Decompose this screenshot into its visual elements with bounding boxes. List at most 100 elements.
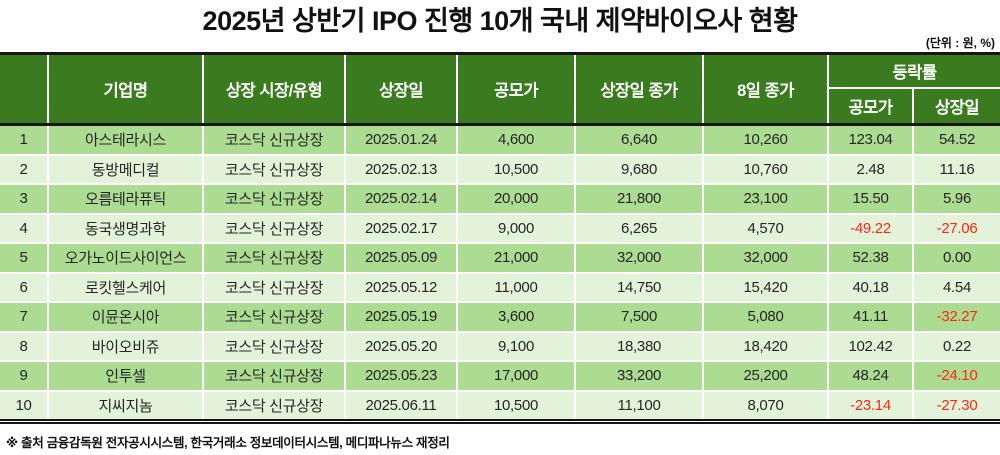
table-row: 4 동국생명과학 코스닥 신규상장 2025.02.17 9,000 6,265… xyxy=(0,212,1000,244)
table-row: 8 바이오비쥬 코스닥 신규상장 2025.05.20 9,100 18,380… xyxy=(0,330,1000,362)
cell-change-vs-listing: -27.06 xyxy=(911,212,1000,244)
col-header-day8-close: 8일 종가 xyxy=(702,52,829,126)
cell-offer-price: 4,600 xyxy=(456,123,576,156)
cell-day8-close: 4,570 xyxy=(702,212,829,244)
cell-market-type: 코스닥 신규상장 xyxy=(202,301,346,333)
cell-listing-date: 2025.02.14 xyxy=(344,183,458,215)
cell-change-vs-offer: 2.48 xyxy=(827,153,914,185)
cell-market-type: 코스닥 신규상장 xyxy=(202,153,346,185)
cell-market-type: 코스닥 신규상장 xyxy=(202,389,346,424)
cell-change-vs-listing: -27.30 xyxy=(911,389,1000,424)
cell-listing-day-close: 33,200 xyxy=(574,360,704,392)
cell-company-name: 오름테라퓨틱 xyxy=(47,183,204,215)
cell-company-name: 이뮨온시아 xyxy=(47,301,204,333)
cell-row-number: 1 xyxy=(0,123,49,156)
cell-change-vs-offer: 40.18 xyxy=(827,271,914,303)
cell-row-number: 9 xyxy=(0,360,49,392)
cell-offer-price: 9,100 xyxy=(456,330,576,362)
cell-change-vs-offer: -49.22 xyxy=(827,212,914,244)
table-row: 2 동방메디컬 코스닥 신규상장 2025.02.13 10,500 9,680… xyxy=(0,153,1000,185)
cell-company-name: 아스테라시스 xyxy=(47,123,204,156)
cell-row-number: 6 xyxy=(0,271,49,303)
cell-day8-close: 8,070 xyxy=(702,389,829,424)
table-row: 6 로킷헬스케어 코스닥 신규상장 2025.05.12 11,000 14,7… xyxy=(0,271,1000,303)
cell-day8-close: 23,100 xyxy=(702,183,829,215)
cell-listing-date: 2025.02.13 xyxy=(344,153,458,185)
cell-offer-price: 9,000 xyxy=(456,212,576,244)
ipo-table: 기업명 상장 시장/유형 상장일 공모가 상장일 종가 8일 종가 등락률 공모… xyxy=(0,52,1000,424)
cell-listing-day-close: 9,680 xyxy=(574,153,704,185)
col-header-offer-price: 공모가 xyxy=(456,52,576,126)
cell-listing-day-close: 18,380 xyxy=(574,330,704,362)
cell-change-vs-offer: 41.11 xyxy=(827,301,914,333)
source-note: ※ 출처 금융감독원 전자공시시스템, 한국거래소 정보데이터시스템, 메디파나… xyxy=(6,436,450,450)
cell-listing-day-close: 32,000 xyxy=(574,242,704,274)
cell-day8-close: 10,760 xyxy=(702,153,829,185)
cell-market-type: 코스닥 신규상장 xyxy=(202,330,346,362)
cell-change-vs-offer: -23.14 xyxy=(827,389,914,424)
cell-change-vs-listing: 54.52 xyxy=(911,123,1000,156)
cell-listing-date: 2025.05.12 xyxy=(344,271,458,303)
cell-company-name: 지씨지놈 xyxy=(47,389,204,424)
cell-company-name: 오가노이드사이언스 xyxy=(47,242,204,274)
cell-listing-day-close: 7,500 xyxy=(574,301,704,333)
title-bar: 2025년 상반기 IPO 진행 10개 국내 제약바이오사 현황 (단위 : … xyxy=(0,0,1000,52)
cell-offer-price: 20,000 xyxy=(456,183,576,215)
cell-listing-day-close: 14,750 xyxy=(574,271,704,303)
cell-change-vs-listing: 0.22 xyxy=(911,330,1000,362)
cell-offer-price: 17,000 xyxy=(456,360,576,392)
cell-listing-day-close: 6,640 xyxy=(574,123,704,156)
cell-change-vs-listing: 0.00 xyxy=(911,242,1000,274)
cell-listing-date: 2025.05.09 xyxy=(344,242,458,274)
cell-row-number: 8 xyxy=(0,330,49,362)
cell-change-vs-listing: 5.96 xyxy=(911,183,1000,215)
table-row: 3 오름테라퓨틱 코스닥 신규상장 2025.02.14 20,000 21,8… xyxy=(0,183,1000,215)
cell-change-vs-listing: 11.16 xyxy=(911,153,1000,185)
cell-day8-close: 18,420 xyxy=(702,330,829,362)
cell-row-number: 10 xyxy=(0,389,49,424)
cell-day8-close: 10,260 xyxy=(702,123,829,156)
cell-offer-price: 3,600 xyxy=(456,301,576,333)
cell-change-vs-listing: -32.27 xyxy=(911,301,1000,333)
cell-market-type: 코스닥 신규상장 xyxy=(202,123,346,156)
cell-listing-date: 2025.05.23 xyxy=(344,360,458,392)
cell-change-vs-listing: -24.10 xyxy=(911,360,1000,392)
cell-listing-day-close: 6,265 xyxy=(574,212,704,244)
cell-market-type: 코스닥 신규상장 xyxy=(202,242,346,274)
table-row: 9 인투셀 코스닥 신규상장 2025.05.23 17,000 33,200 … xyxy=(0,360,1000,392)
cell-listing-date: 2025.05.20 xyxy=(344,330,458,362)
cell-offer-price: 11,000 xyxy=(456,271,576,303)
cell-listing-date: 2025.02.17 xyxy=(344,212,458,244)
cell-offer-price: 21,000 xyxy=(456,242,576,274)
cell-change-vs-listing: 4.54 xyxy=(911,271,1000,303)
cell-row-number: 7 xyxy=(0,301,49,333)
col-header-listing-day-close: 상장일 종가 xyxy=(574,52,704,126)
cell-market-type: 코스닥 신규상장 xyxy=(202,271,346,303)
table-row: 7 이뮨온시아 코스닥 신규상장 2025.05.19 3,600 7,500 … xyxy=(0,301,1000,333)
cell-day8-close: 32,000 xyxy=(702,242,829,274)
cell-market-type: 코스닥 신규상장 xyxy=(202,183,346,215)
cell-row-number: 3 xyxy=(0,183,49,215)
col-header-market-type: 상장 시장/유형 xyxy=(202,52,346,126)
cell-change-vs-offer: 123.04 xyxy=(827,123,914,156)
cell-offer-price: 10,500 xyxy=(456,389,576,424)
cell-listing-day-close: 21,800 xyxy=(574,183,704,215)
cell-listing-date: 2025.06.11 xyxy=(344,389,458,424)
cell-change-vs-offer: 52.38 xyxy=(827,242,914,274)
cell-day8-close: 5,080 xyxy=(702,301,829,333)
cell-company-name: 인투셀 xyxy=(47,360,204,392)
page-title: 2025년 상반기 IPO 진행 10개 국내 제약바이오사 현황 xyxy=(202,6,798,36)
cell-listing-date: 2025.05.19 xyxy=(344,301,458,333)
cell-change-vs-offer: 102.42 xyxy=(827,330,914,362)
cell-listing-date: 2025.01.24 xyxy=(344,123,458,156)
cell-market-type: 코스닥 신규상장 xyxy=(202,212,346,244)
cell-row-number: 5 xyxy=(0,242,49,274)
cell-company-name: 로킷헬스케어 xyxy=(47,271,204,303)
table-row: 1 아스테라시스 코스닥 신규상장 2025.01.24 4,600 6,640… xyxy=(0,123,1000,156)
col-header-change-vs-listing: 상장일 xyxy=(911,87,1000,126)
cell-offer-price: 10,500 xyxy=(456,153,576,185)
cell-day8-close: 25,200 xyxy=(702,360,829,392)
col-header-change-vs-offer: 공모가 xyxy=(828,87,914,126)
table-row: 10 지씨지놈 코스닥 신규상장 2025.06.11 10,500 11,10… xyxy=(0,389,1000,424)
cell-company-name: 동국생명과학 xyxy=(47,212,204,244)
